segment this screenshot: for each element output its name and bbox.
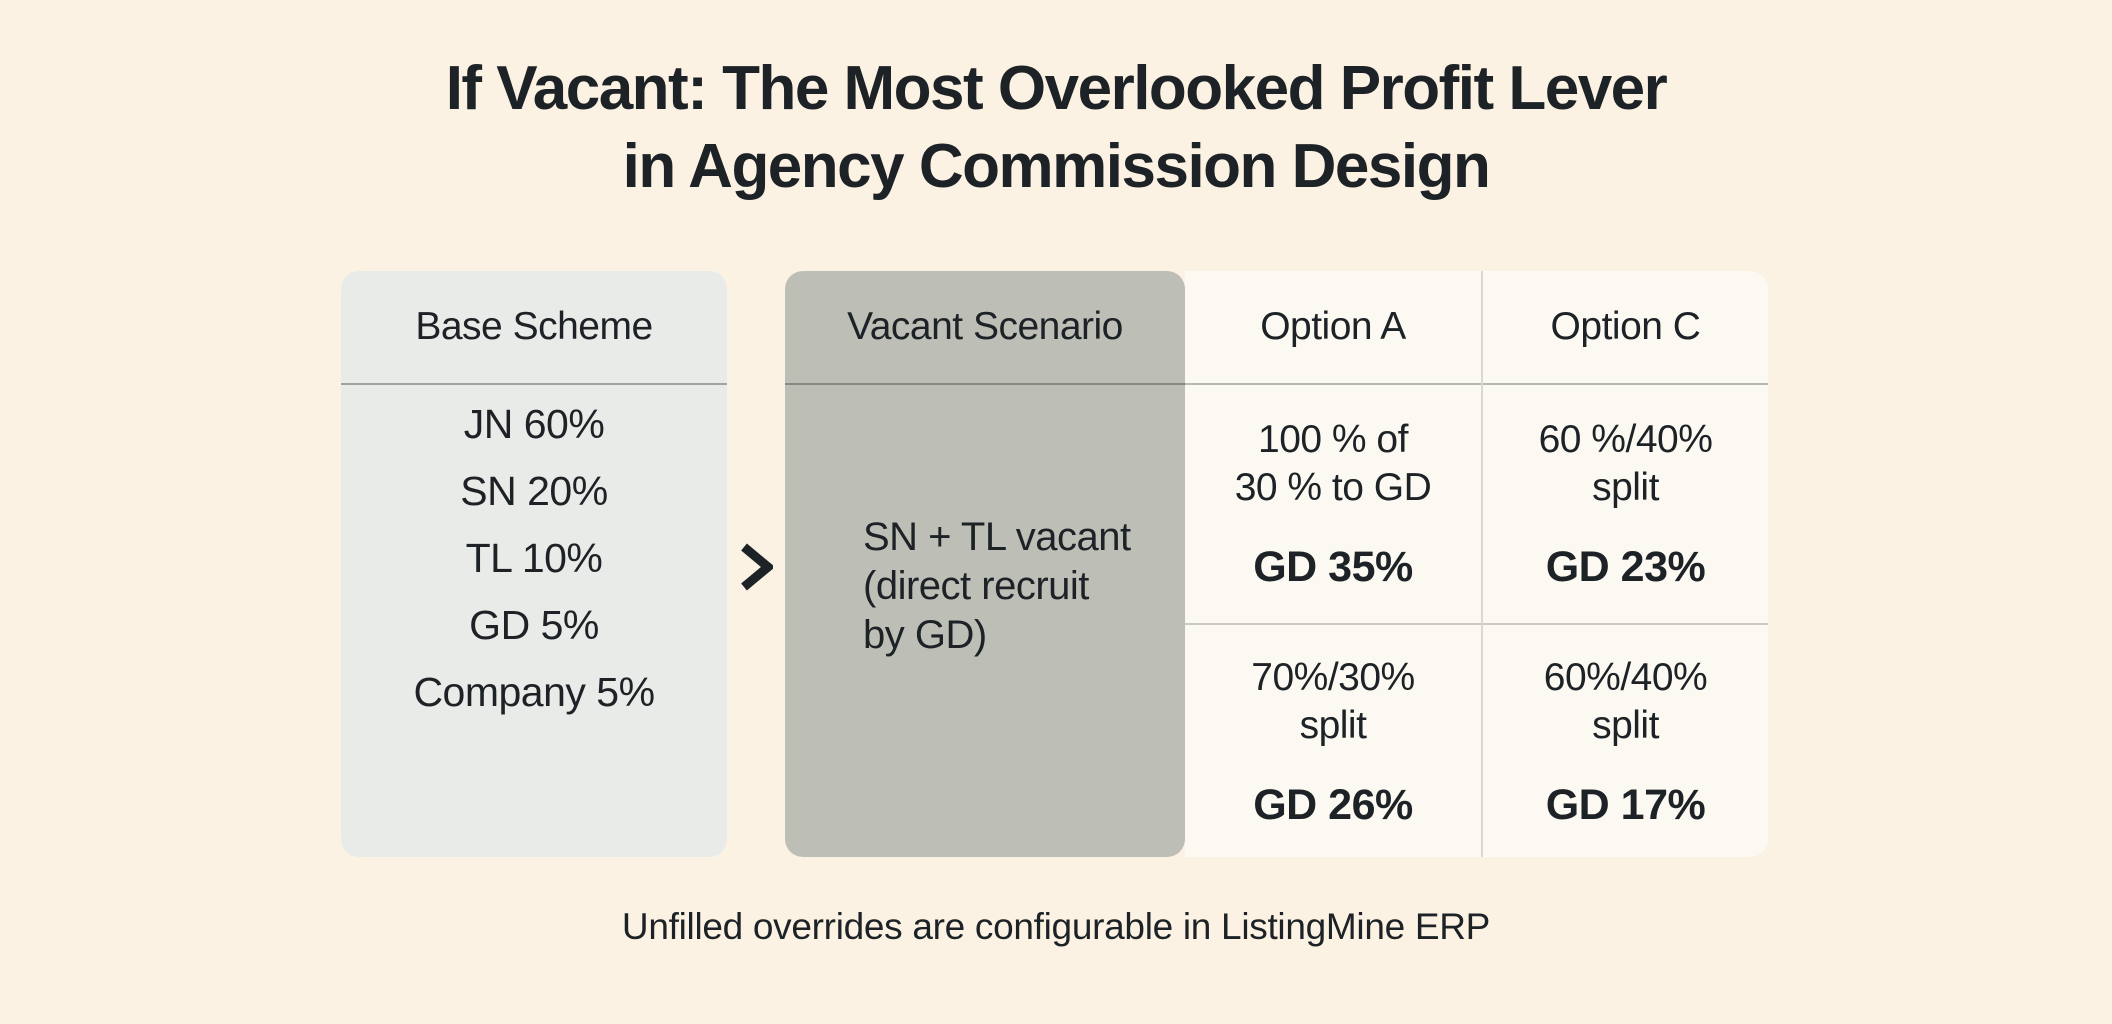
page-title-line-2: in Agency Commission Design — [622, 132, 1491, 201]
chevron-right-icon — [741, 543, 773, 591]
vacant-scenario-line: (direct recruit — [863, 564, 1089, 608]
option-c-header-divider — [1483, 383, 1768, 385]
vacant-scenario-line: by GD) — [863, 613, 987, 657]
desc-line: 70%/30% — [1251, 656, 1415, 699]
option-c-column: Option C 60 %/40% split GD 23% 60%/40% s… — [1483, 271, 1768, 857]
option-c-cell-1-desc: 60 %/40% split — [1539, 416, 1713, 512]
options-panel: Option A 100 % of 30 % to GD GD 35% 70%/… — [1185, 271, 1768, 857]
desc-line: split — [1299, 704, 1367, 747]
desc-line: split — [1592, 704, 1659, 747]
option-c-header: Option C — [1550, 305, 1701, 348]
base-scheme-box: Base Scheme JN 60% SN 20% TL 10% GD 5% C… — [341, 271, 727, 857]
base-scheme-item: Company 5% — [413, 669, 655, 715]
base-scheme-item: GD 5% — [469, 602, 599, 648]
footer-caption: Unfilled overrides are configurable in L… — [621, 906, 1491, 947]
vacant-scenario-header: Vacant Scenario — [847, 305, 1123, 348]
base-scheme-list: JN 60% SN 20% TL 10% GD 5% Company 5% — [341, 385, 727, 726]
vacant-scenario-line: SN + TL vacant — [863, 515, 1131, 559]
option-a-column: Option A 100 % of 30 % to GD GD 35% 70%/… — [1185, 271, 1481, 857]
base-scheme-item: TL 10% — [465, 535, 603, 581]
option-c-row-divider — [1483, 623, 1768, 625]
page-title-line-1: If Vacant: The Most Overlooked Profit Le… — [445, 54, 1668, 123]
option-a-cell-1: 100 % of 30 % to GD GD 35% — [1185, 385, 1481, 623]
option-a-row-divider — [1185, 623, 1481, 625]
option-a-header: Option A — [1260, 305, 1406, 348]
base-scheme-item: SN 20% — [460, 468, 608, 514]
option-c-cell-1: 60 %/40% split GD 23% — [1483, 385, 1768, 623]
option-a-cell-1-desc: 100 % of 30 % to GD — [1235, 416, 1432, 512]
vacant-scenario-box: Vacant Scenario SN + TL vacant (direct r… — [785, 271, 1185, 857]
option-a-header-divider — [1185, 383, 1481, 385]
option-a-cell-2-value: GD 26% — [1253, 781, 1413, 829]
page-title: If Vacant: The Most Overlooked Profit Le… — [0, 50, 2112, 206]
option-c-cell-2: 60%/40% split GD 17% — [1483, 625, 1768, 857]
desc-line: 30 % to GD — [1234, 466, 1432, 509]
base-scheme-header: Base Scheme — [415, 305, 653, 348]
arrow-gap — [727, 271, 785, 857]
base-scheme-item: JN 60% — [463, 401, 605, 447]
desc-line: 60 %/40% — [1538, 418, 1713, 461]
vacant-scenario-description: SN + TL vacant (direct recruit by GD) — [785, 385, 1185, 660]
desc-line: split — [1592, 466, 1659, 509]
desc-line: 60%/40% — [1543, 656, 1708, 699]
option-c-cell-2-desc: 60%/40% split — [1543, 654, 1708, 750]
base-scheme-divider — [341, 383, 727, 385]
options-column-divider — [1481, 271, 1483, 857]
vacant-scenario-divider — [785, 383, 1185, 385]
option-a-cell-1-value: GD 35% — [1253, 543, 1413, 591]
commission-diagram: Base Scheme JN 60% SN 20% TL 10% GD 5% C… — [341, 271, 1768, 857]
option-a-cell-2-desc: 70%/30% split — [1251, 654, 1415, 750]
option-c-cell-1-value: GD 23% — [1545, 543, 1706, 591]
option-c-cell-2-value: GD 17% — [1545, 781, 1706, 829]
option-a-cell-2: 70%/30% split GD 26% — [1185, 625, 1481, 857]
desc-line: 100 % of — [1258, 418, 1408, 461]
